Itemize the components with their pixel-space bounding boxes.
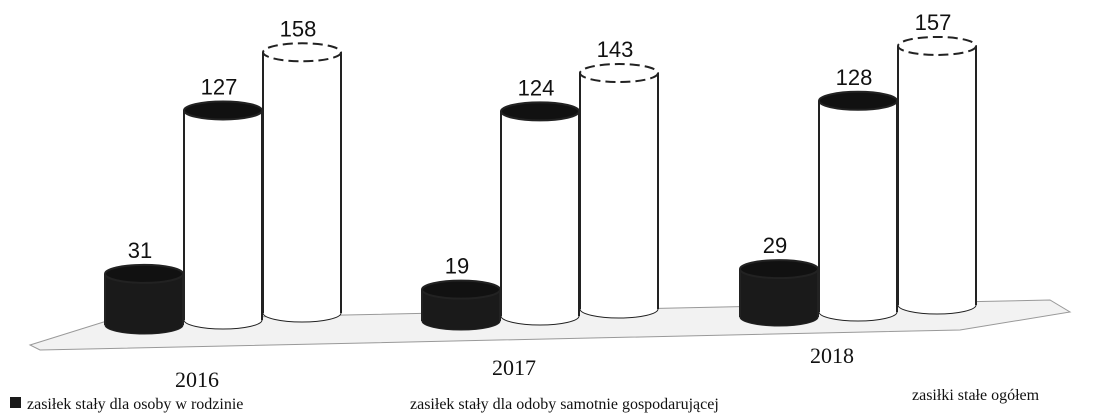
legend-label: zasiłek stały dla osoby w rodzinie [27, 396, 243, 413]
x-tick-label: 2016 [175, 367, 219, 392]
cylinder-top [500, 101, 580, 122]
cylinder-top [421, 279, 501, 300]
value-label: 127 [201, 74, 238, 99]
x-tick-label: 2017 [492, 355, 536, 380]
legend-swatch [10, 397, 21, 408]
cylinder-top [579, 63, 659, 84]
cylinder [580, 73, 658, 309]
cylinder-top [818, 90, 898, 111]
value-label: 29 [763, 233, 787, 258]
value-label: 157 [915, 10, 952, 35]
cylinder [501, 111, 579, 317]
value-label: 128 [836, 65, 873, 90]
legend-label: zasiłek stały dla odoby samotnie gospoda… [410, 396, 719, 413]
cylinder-top [897, 35, 977, 56]
cylinder [263, 52, 341, 314]
cylinder [819, 100, 897, 312]
cylinder-top [262, 42, 342, 63]
value-label: 19 [445, 254, 469, 279]
value-label: 158 [280, 16, 317, 41]
value-label: 143 [597, 37, 634, 62]
value-label: 124 [518, 75, 555, 100]
cylinder [898, 45, 976, 305]
cylinder [184, 110, 262, 320]
legend-label: zasiłki stałe ogółem [912, 387, 1040, 404]
cylinder-top [104, 263, 184, 284]
x-tick-label: 2018 [810, 343, 854, 368]
value-label: 31 [128, 238, 152, 263]
cylinder-top [739, 259, 819, 280]
cylinder-top [183, 100, 263, 121]
